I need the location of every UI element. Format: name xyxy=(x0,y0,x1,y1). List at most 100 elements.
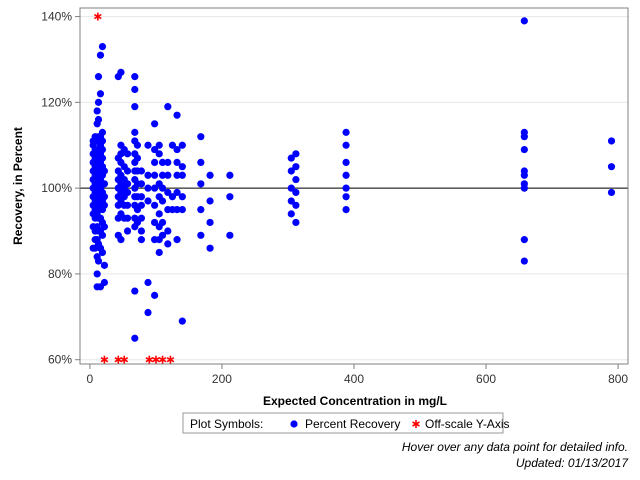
data-point[interactable] xyxy=(206,171,214,179)
data-point[interactable] xyxy=(607,137,616,145)
data-point[interactable] xyxy=(520,145,528,154)
data-point[interactable] xyxy=(158,171,167,179)
data-point[interactable] xyxy=(287,210,295,218)
data-point[interactable] xyxy=(98,248,107,257)
data-point[interactable] xyxy=(520,184,528,192)
data-point[interactable] xyxy=(144,171,152,179)
data-point[interactable] xyxy=(137,180,146,188)
data-point[interactable] xyxy=(178,171,186,179)
data-point[interactable] xyxy=(173,236,181,244)
data-point[interactable] xyxy=(123,201,132,209)
data-point[interactable] xyxy=(158,184,167,192)
data-point[interactable] xyxy=(292,163,300,171)
data-point[interactable] xyxy=(123,214,132,222)
data-point[interactable] xyxy=(100,278,109,287)
data-point[interactable] xyxy=(164,240,172,248)
data-point[interactable] xyxy=(100,180,109,188)
data-point[interactable] xyxy=(100,223,109,231)
data-point[interactable] xyxy=(520,133,528,141)
data-point[interactable] xyxy=(292,201,300,209)
data-point[interactable] xyxy=(342,171,350,179)
data-point[interactable] xyxy=(342,205,350,214)
data-point[interactable] xyxy=(287,184,295,192)
data-point[interactable] xyxy=(197,180,205,188)
data-point[interactable] xyxy=(178,193,186,201)
data-point[interactable] xyxy=(173,158,181,167)
data-point[interactable] xyxy=(206,244,214,252)
data-point[interactable] xyxy=(178,205,186,214)
data-point[interactable] xyxy=(197,158,205,167)
data-point[interactable] xyxy=(144,184,152,192)
data-point[interactable] xyxy=(155,210,163,218)
data-point[interactable] xyxy=(342,128,350,136)
data-point[interactable] xyxy=(164,103,172,111)
data-point[interactable] xyxy=(131,287,139,295)
data-point[interactable] xyxy=(131,85,139,94)
data-point[interactable] xyxy=(123,180,132,188)
data-point[interactable] xyxy=(98,154,107,162)
data-point[interactable] xyxy=(123,150,132,158)
data-point[interactable] xyxy=(94,257,103,265)
data-point[interactable] xyxy=(123,188,132,197)
data-point[interactable] xyxy=(158,197,167,205)
data-point[interactable] xyxy=(342,141,350,149)
data-point[interactable] xyxy=(100,261,109,269)
data-point[interactable] xyxy=(117,236,125,244)
data-point[interactable] xyxy=(151,145,159,154)
data-point[interactable] xyxy=(226,231,234,239)
data-point[interactable] xyxy=(173,111,181,119)
data-point[interactable] xyxy=(158,218,167,227)
data-point[interactable] xyxy=(123,227,132,235)
data-point[interactable] xyxy=(292,218,300,227)
data-point[interactable] xyxy=(155,248,163,257)
data-point[interactable] xyxy=(168,193,177,201)
data-point[interactable] xyxy=(133,154,142,162)
data-point[interactable] xyxy=(151,201,159,209)
data-point[interactable] xyxy=(168,141,177,149)
data-point[interactable] xyxy=(226,193,234,201)
data-point[interactable] xyxy=(98,43,107,51)
data-point[interactable] xyxy=(197,133,205,141)
data-point[interactable] xyxy=(144,197,152,205)
data-point[interactable] xyxy=(137,167,146,175)
data-point[interactable] xyxy=(158,231,167,239)
data-point[interactable] xyxy=(164,171,172,179)
data-point[interactable] xyxy=(607,163,616,171)
data-point[interactable] xyxy=(117,68,125,76)
data-point[interactable] xyxy=(197,231,205,239)
data-point[interactable] xyxy=(100,193,109,201)
data-point[interactable] xyxy=(287,197,295,205)
data-point[interactable] xyxy=(151,171,159,179)
data-point[interactable] xyxy=(520,17,528,25)
data-point[interactable] xyxy=(292,188,300,197)
data-point[interactable] xyxy=(94,98,103,106)
data-point[interactable] xyxy=(96,51,105,59)
data-point[interactable] xyxy=(164,158,172,167)
data-point[interactable] xyxy=(98,231,107,239)
data-point[interactable] xyxy=(98,128,107,136)
data-point[interactable] xyxy=(173,145,181,154)
data-point[interactable] xyxy=(137,227,146,235)
data-point[interactable] xyxy=(287,167,295,175)
data-point[interactable] xyxy=(137,201,146,209)
data-point[interactable] xyxy=(98,145,107,154)
data-point[interactable] xyxy=(287,154,295,162)
data-point[interactable] xyxy=(93,107,101,115)
data-point[interactable] xyxy=(155,141,163,149)
data-point[interactable] xyxy=(133,141,142,149)
data-point[interactable] xyxy=(151,184,159,192)
data-point[interactable] xyxy=(158,158,167,167)
data-point[interactable] xyxy=(292,175,300,184)
data-point[interactable] xyxy=(94,115,103,124)
data-point[interactable] xyxy=(178,317,186,325)
data-point[interactable] xyxy=(155,150,163,158)
data-point[interactable] xyxy=(137,236,146,244)
data-point[interactable] xyxy=(226,171,234,179)
data-point[interactable] xyxy=(292,150,300,158)
data-point[interactable] xyxy=(144,141,152,149)
data-point[interactable] xyxy=(96,90,105,98)
data-point[interactable] xyxy=(178,141,186,149)
data-point[interactable] xyxy=(520,236,528,244)
data-point[interactable] xyxy=(342,184,350,192)
data-point[interactable] xyxy=(100,201,109,209)
